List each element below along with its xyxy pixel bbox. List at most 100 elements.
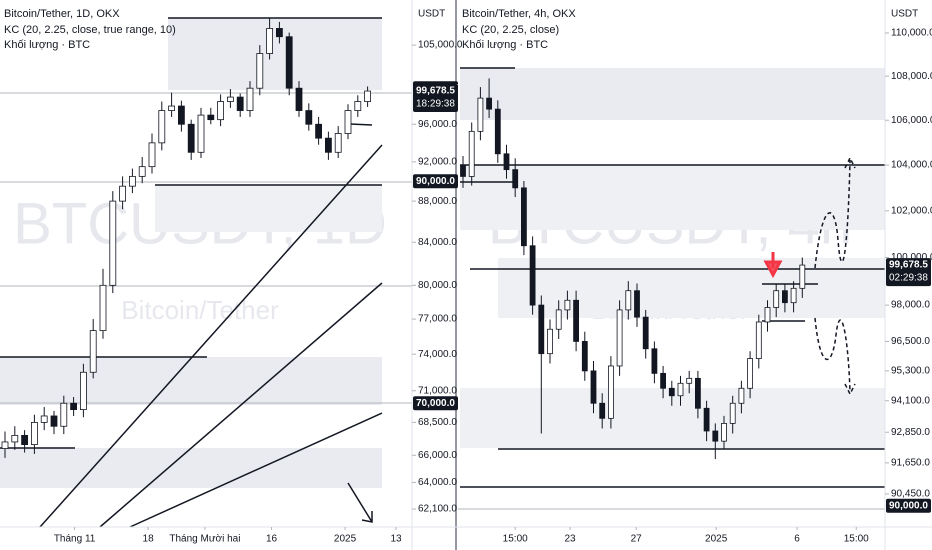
x-tick-label: 13 <box>390 534 402 545</box>
candle-body <box>30 421 38 445</box>
y-tick-label: 92,850.0 <box>891 427 930 438</box>
trend-line <box>129 412 383 528</box>
projection-down <box>814 317 856 396</box>
candle-body <box>686 377 693 384</box>
candle-body <box>712 430 719 442</box>
candle-body <box>477 97 484 132</box>
x-tick-label: 27 <box>631 534 643 545</box>
candle-body <box>324 137 332 153</box>
candle-body <box>334 133 342 153</box>
price-label: 99,678.5 <box>416 86 455 97</box>
candle-body <box>168 105 176 111</box>
candle-body <box>494 108 501 155</box>
zone <box>0 357 382 405</box>
x-tick-label: Tháng Mười hai <box>169 534 240 545</box>
price-label-box <box>886 498 931 513</box>
trend-line <box>39 144 383 528</box>
candle-body <box>547 328 553 355</box>
x-tick-label: Tháng 11 <box>54 534 96 545</box>
drawings <box>0 17 885 528</box>
zone <box>460 165 885 230</box>
y-tick-label: 66,000.0 <box>418 450 457 461</box>
y-tick-label: 105,000.0 <box>418 40 463 51</box>
y-tick-label: 98,000.0 <box>891 300 930 311</box>
projection-up <box>814 156 856 269</box>
candle-body <box>529 245 536 306</box>
candle-body <box>599 402 606 419</box>
candle-body <box>790 287 797 304</box>
arrow <box>347 482 373 523</box>
zone <box>460 68 885 120</box>
y-tick-label: 110,000.0 <box>891 28 932 39</box>
candle-body <box>564 299 571 311</box>
y-tick-label: 96,500.0 <box>891 336 930 347</box>
candle-body <box>315 123 323 139</box>
legend-title: Bitcoin/Tether, 4h, OKX <box>462 8 576 20</box>
candle-body <box>305 110 313 125</box>
y-tick-label: 91,650.0 <box>891 458 930 469</box>
candle-body <box>677 382 684 397</box>
y-tick-label: 74,000.0 <box>418 349 457 360</box>
y-tick-label: 84,000.0 <box>418 237 457 248</box>
candle-body <box>755 321 762 359</box>
candle-body <box>625 290 632 311</box>
candle-body <box>226 96 234 102</box>
candle-body <box>187 123 195 153</box>
candle-body <box>158 110 166 144</box>
price-label-box <box>413 84 458 113</box>
legend-indicator: KC (20, 2.25, close, true range, 10) <box>4 24 176 36</box>
candle-body <box>1 441 9 449</box>
candle-body <box>703 407 710 432</box>
y-tick-label: 106,000.0 <box>891 115 932 126</box>
candle-body <box>581 341 588 372</box>
candle-body <box>747 358 753 389</box>
candle-body <box>50 415 58 427</box>
x-tick-label: 15:00 <box>503 534 528 545</box>
candle-body <box>295 87 303 111</box>
candle-body <box>721 422 727 442</box>
candle-body <box>21 434 29 445</box>
y-tick-label: 77,000.0 <box>418 314 457 325</box>
price-label: 99,678.5 <box>889 260 928 271</box>
candle-body <box>590 370 597 404</box>
candle-body <box>89 330 97 373</box>
price-label-box <box>886 258 931 287</box>
y-tick-label: 92,000.0 <box>418 156 457 167</box>
candle-body <box>275 28 283 38</box>
candle-body <box>207 114 215 121</box>
countdown: 18:29:38 <box>416 99 455 110</box>
h-line <box>349 123 373 126</box>
x-tick-label: 18 <box>143 534 155 545</box>
candle-body <box>109 200 117 286</box>
candle-body <box>764 307 771 323</box>
legend-indicator: KC (20, 2.25, close) <box>462 24 559 36</box>
candle-body <box>738 387 745 404</box>
y-tick-label: 95,300.0 <box>891 366 930 377</box>
zone <box>498 258 885 318</box>
candle-body <box>538 304 545 355</box>
candle-body <box>460 164 466 177</box>
watermark-name: Bitcoin/Tether <box>121 295 279 325</box>
price-label: 90,000.0 <box>889 500 928 511</box>
candle-body <box>468 130 475 177</box>
candle-body <box>555 309 562 330</box>
candle-body <box>344 110 352 134</box>
price-unit: USDT <box>418 9 445 20</box>
x-tick-label: 16 <box>266 534 278 545</box>
candle-body <box>217 101 225 121</box>
price-label-box <box>413 174 458 189</box>
trend-line <box>99 282 383 528</box>
candle-body <box>246 87 254 111</box>
price-unit: USDT <box>891 9 918 20</box>
y-tick-label: 68,500.0 <box>418 417 457 428</box>
y-tick-label: 64,000.0 <box>418 477 457 488</box>
candle-body <box>40 415 48 423</box>
price-label-box <box>413 396 458 411</box>
y-tick-label: 71,000.0 <box>418 385 457 396</box>
y-tick-label: 108,000.0 <box>891 71 932 82</box>
x-tick-label: 15:00 <box>844 534 869 545</box>
candle-body <box>512 169 519 189</box>
candle-body <box>266 28 274 54</box>
candle-body <box>729 402 736 424</box>
